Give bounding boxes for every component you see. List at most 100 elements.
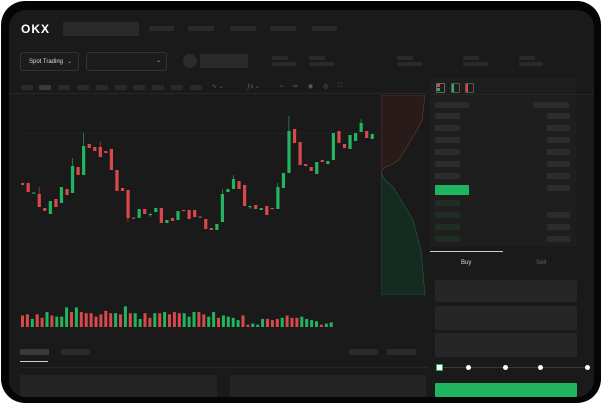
candle — [259, 208, 263, 210]
line-tool-icon[interactable]: ∼ — [279, 84, 285, 90]
camera-icon[interactable]: ◉ — [308, 84, 314, 90]
candle — [82, 146, 86, 175]
ask-amount — [547, 137, 570, 143]
timeframe-button[interactable] — [96, 85, 108, 90]
stat-label — [272, 56, 288, 60]
candle — [348, 135, 352, 149]
candle — [37, 194, 41, 207]
ask-amount — [547, 185, 570, 191]
stat-label — [309, 56, 325, 60]
ask-price — [435, 125, 460, 131]
volume-bar — [290, 317, 294, 327]
tab-buy[interactable]: Buy — [461, 260, 472, 266]
pair-selector[interactable]: ⌄ — [86, 52, 167, 71]
timeframe-button[interactable] — [152, 85, 164, 90]
timeframe-button[interactable] — [77, 85, 89, 90]
timeframe-button[interactable] — [171, 85, 183, 90]
candle — [93, 147, 97, 151]
volume-bar — [40, 317, 44, 327]
tab-indicator — [20, 361, 48, 362]
candle — [292, 129, 297, 143]
candle — [320, 160, 324, 162]
tab-indicator — [430, 251, 503, 252]
candle-type-icon[interactable]: ∿ ⌄ — [212, 84, 224, 90]
volume-bar — [94, 316, 98, 327]
candle — [98, 147, 102, 157]
slider-stop-100[interactable] — [585, 365, 590, 370]
volume-bar — [114, 313, 118, 327]
slider-stop-50[interactable] — [503, 365, 508, 370]
nav-item[interactable] — [312, 26, 337, 31]
orderbook-asks-icon[interactable] — [465, 83, 474, 93]
timeframe-button[interactable] — [58, 85, 70, 90]
volume-bar — [305, 318, 309, 327]
volume-bar — [35, 314, 39, 327]
total-input[interactable] — [435, 333, 577, 357]
buy-button[interactable] — [435, 383, 577, 397]
candle — [54, 199, 58, 207]
stat-value — [272, 62, 296, 66]
slider-handle[interactable] — [436, 364, 443, 371]
amount-slider[interactable] — [436, 364, 590, 371]
timeframe-button[interactable] — [39, 85, 51, 90]
candle — [370, 134, 374, 139]
ask-price — [435, 137, 460, 143]
nav-item[interactable] — [230, 26, 256, 31]
indicator-icon[interactable]: ƒx ⌄ — [247, 84, 261, 90]
slider-stop-75[interactable] — [538, 365, 543, 370]
candlestick-chart[interactable] — [9, 10, 381, 340]
volume-bar — [153, 313, 157, 327]
volume-bar — [163, 312, 167, 327]
nav-item[interactable] — [149, 26, 174, 31]
stat-label — [463, 56, 479, 60]
candle — [270, 208, 274, 210]
volume-bar — [197, 312, 201, 327]
pair-price — [200, 54, 248, 68]
candle — [342, 144, 347, 148]
candle — [365, 131, 369, 138]
settings-icon[interactable]: ◎ — [323, 84, 329, 90]
timeframe-button[interactable] — [21, 85, 33, 90]
volume-bar — [241, 315, 245, 327]
filter-button[interactable] — [387, 349, 416, 355]
timeframe-button[interactable] — [190, 85, 202, 90]
candle — [226, 189, 230, 192]
orderbook-both-icon[interactable] — [436, 83, 445, 93]
ruler-icon[interactable]: ✏ — [293, 84, 299, 90]
volume-bar — [168, 314, 171, 327]
amount-input[interactable] — [435, 306, 577, 330]
volume-bar — [295, 317, 299, 327]
slider-stop-25[interactable] — [466, 365, 471, 370]
volume-bar — [270, 320, 274, 327]
okx-logo[interactable]: OKX — [21, 22, 51, 36]
candle — [331, 133, 335, 160]
tab-sell[interactable]: Sell — [536, 260, 547, 266]
search-input[interactable] — [63, 22, 139, 36]
orderbook-bids-icon[interactable] — [451, 83, 460, 93]
tab-open-orders[interactable] — [20, 349, 49, 355]
volume-bar — [266, 318, 269, 327]
price-input[interactable] — [435, 280, 577, 302]
candle — [104, 151, 108, 153]
candle — [254, 205, 258, 209]
tab-order-history[interactable] — [61, 349, 90, 355]
ask-price — [435, 149, 460, 155]
filter-button[interactable] — [349, 349, 378, 355]
ask-amount — [547, 173, 570, 179]
market-selector[interactable]: Spot Trading ⌄ — [20, 52, 79, 71]
volume-bar — [60, 316, 64, 327]
app-screen: OKX Spot Trading ⌄ ⌄ ∿ ⌄ ƒx ⌄ ∼ ✏ ◉ ◎ ⛶ — [9, 10, 594, 397]
timeframe-button[interactable] — [115, 85, 127, 90]
fullscreen-icon[interactable]: ⛶ — [338, 83, 343, 89]
candle — [137, 209, 141, 218]
nav-item[interactable] — [270, 26, 296, 31]
volume-bar — [109, 313, 113, 327]
candle — [326, 161, 330, 164]
volume-bar — [89, 313, 93, 327]
nav-item[interactable] — [188, 26, 214, 31]
candle — [215, 224, 219, 230]
candle — [76, 167, 80, 175]
ask-amount — [547, 113, 570, 119]
timeframe-button[interactable] — [133, 85, 145, 90]
